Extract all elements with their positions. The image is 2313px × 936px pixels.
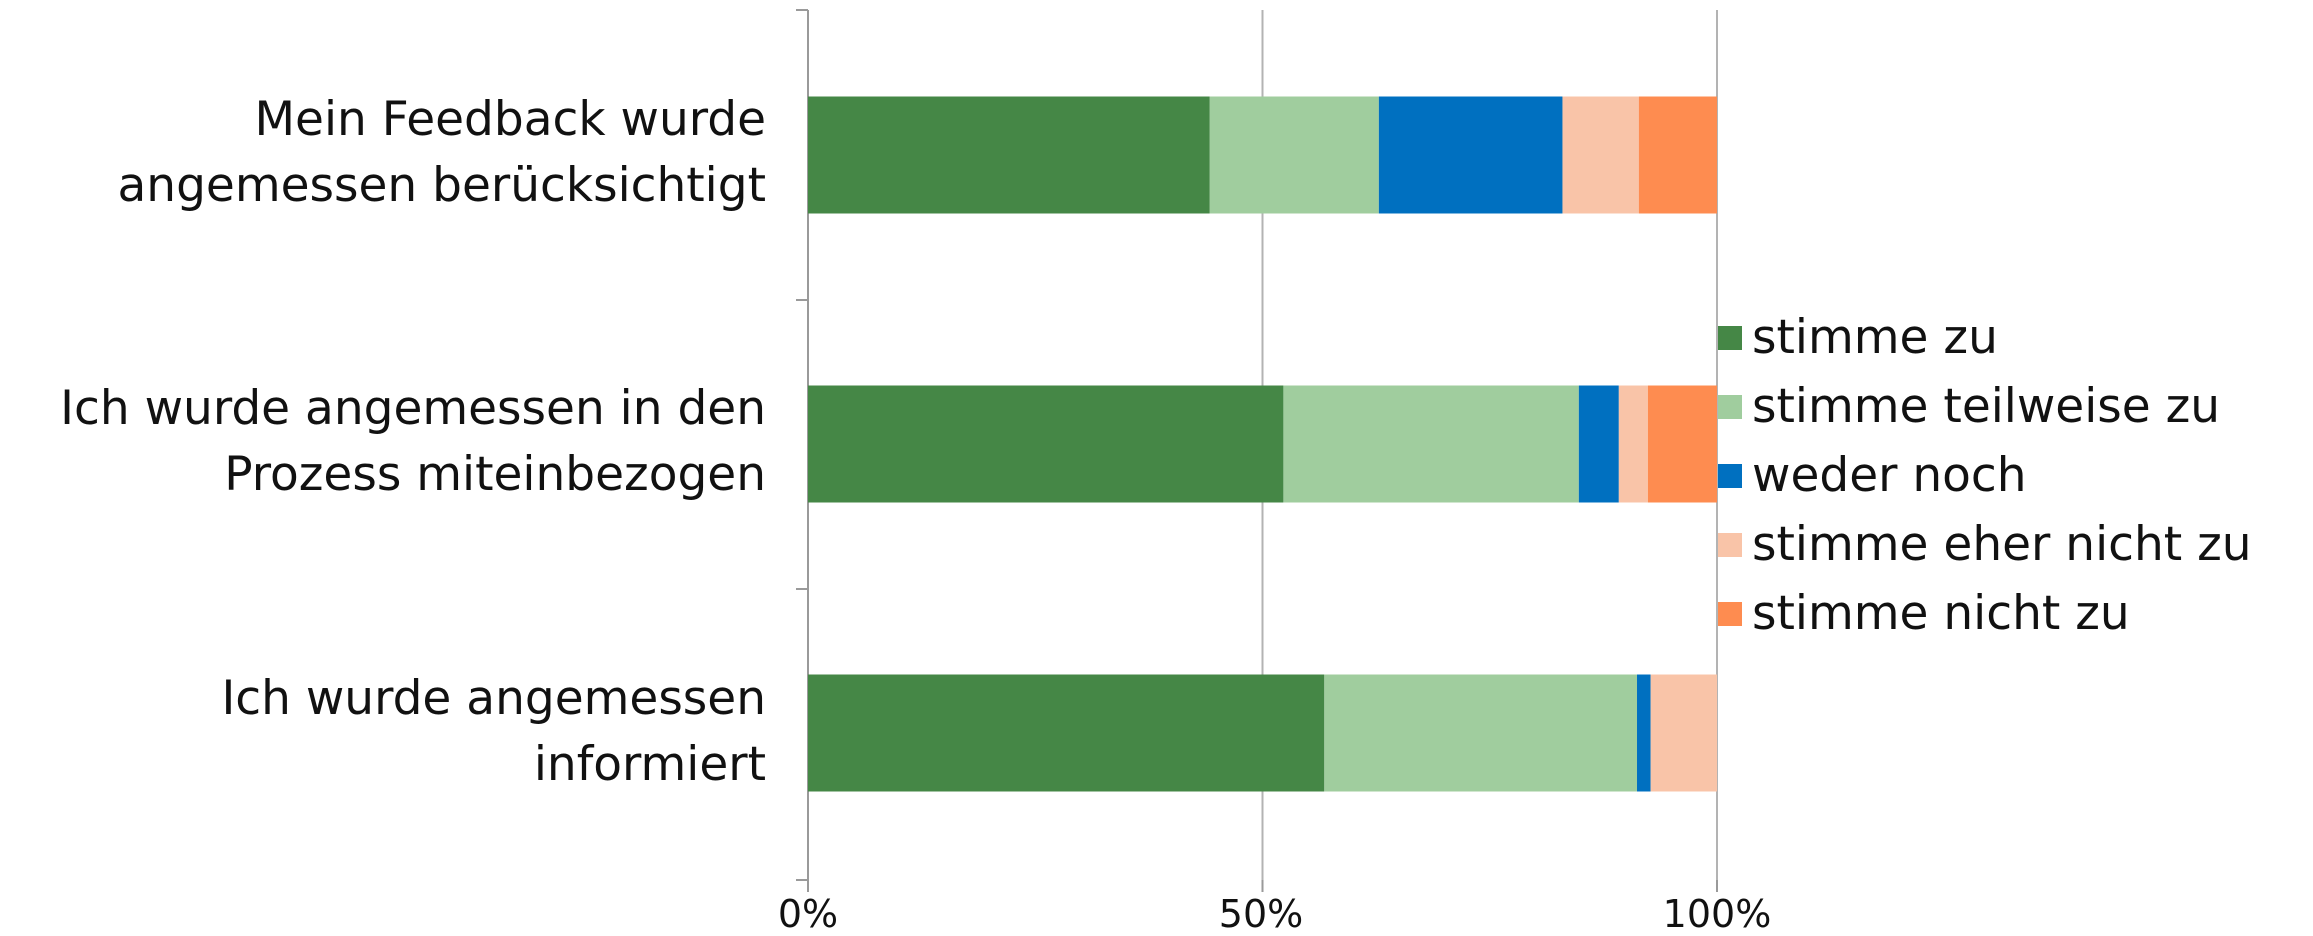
- legend-item-stimme-nicht-zu: stimme nicht zu: [1718, 579, 2252, 648]
- bar-cat0-series2: [1378, 96, 1563, 214]
- bar-cat0-series1: [1209, 96, 1379, 214]
- bar-cat0-series4: [1638, 96, 1717, 214]
- legend-label-stimme-teilweise-zu: stimme teilweise zu: [1752, 379, 2221, 434]
- x-tick-label-0: 0%: [777, 892, 839, 936]
- category-label-1: Ich wurde angemessen in den Prozess mite…: [6, 376, 766, 508]
- legend-label-stimme-nicht-zu: stimme nicht zu: [1752, 586, 2130, 641]
- legend-swatch-stimme-zu: [1718, 325, 1742, 350]
- x-tick-label-100: 100%: [1662, 892, 1772, 936]
- legend-item-weder-noch: weder noch: [1718, 441, 2252, 510]
- bar-cat1-series1: [1283, 385, 1579, 503]
- category-label-0-line-1: Mein Feedback wurde: [254, 92, 767, 147]
- bar-cat2-series0: [808, 674, 1325, 792]
- bar-cat2-series3: [1650, 674, 1717, 792]
- category-label-1-line-1: Ich wurde angemessen in den: [60, 381, 766, 436]
- bar-cat0-series0: [808, 96, 1210, 214]
- category-label-2-line-1: Ich wurde angemessen: [221, 671, 766, 726]
- bar-cat2-series2: [1637, 674, 1651, 792]
- legend-swatch-weder-noch: [1718, 463, 1742, 488]
- legend-swatch-stimme-nicht-zu: [1718, 601, 1742, 626]
- bar-cat1-series0: [808, 385, 1284, 503]
- x-tick-label-50: 50%: [1218, 892, 1304, 936]
- legend-swatch-stimme-teilweise-zu: [1718, 394, 1742, 419]
- legend-item-stimme-eher-nicht-zu: stimme eher nicht zu: [1718, 510, 2252, 579]
- legend-swatch-stimme-eher-nicht-zu: [1718, 532, 1742, 557]
- bar-cat0-series3: [1562, 96, 1639, 214]
- legend: stimme zu stimme teilweise zu weder noch…: [1718, 303, 2252, 648]
- legend-item-stimme-teilweise-zu: stimme teilweise zu: [1718, 372, 2252, 441]
- bar-cat1-series4: [1647, 385, 1717, 503]
- category-label-2: Ich wurde angemessen informiert: [6, 666, 766, 798]
- bar-cat1-series2: [1578, 385, 1619, 503]
- category-label-2-line-2: informiert: [533, 737, 766, 792]
- category-label-0: Mein Feedback wurde angemessen berücksic…: [6, 87, 767, 219]
- category-label-0-line-2: angemessen berücksichtigt: [117, 158, 767, 213]
- bar-cat1-series3: [1618, 385, 1648, 503]
- legend-label-weder-noch: weder noch: [1752, 448, 2027, 503]
- category-label-1-line-2: Prozess miteinbezogen: [224, 447, 766, 502]
- legend-item-stimme-zu: stimme zu: [1718, 303, 2252, 372]
- legend-label-stimme-eher-nicht-zu: stimme eher nicht zu: [1752, 517, 2252, 572]
- bar-cat2-series1: [1324, 674, 1638, 792]
- legend-label-stimme-zu: stimme zu: [1752, 310, 1998, 365]
